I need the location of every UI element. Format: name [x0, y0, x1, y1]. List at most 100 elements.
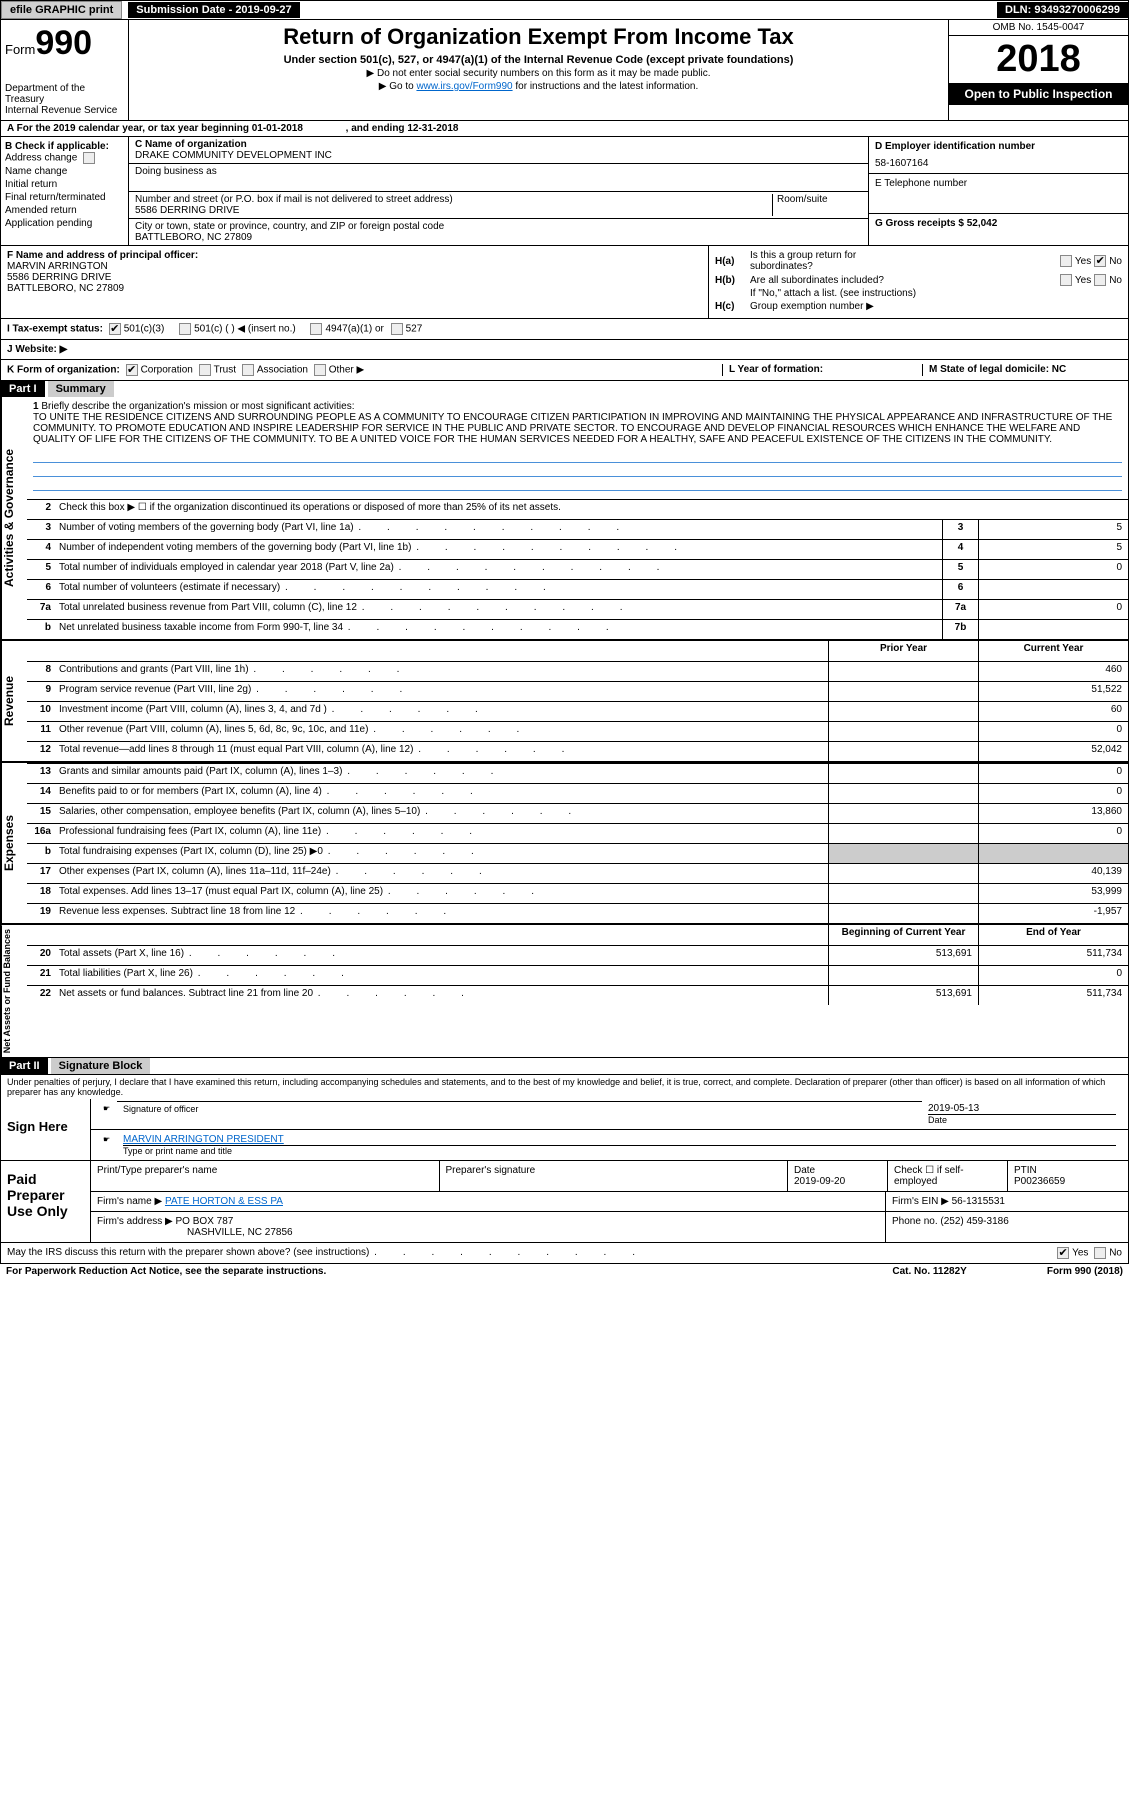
- chk-other[interactable]: [314, 364, 326, 376]
- q1-text: Briefly describe the organization's miss…: [41, 401, 354, 412]
- hb-no-label: No: [1109, 275, 1122, 286]
- table-row: bNet unrelated business taxable income f…: [27, 619, 1128, 639]
- q2-num: 2: [27, 500, 55, 519]
- omb-number: OMB No. 1545-0047: [949, 20, 1128, 36]
- table-row: 3Number of voting members of the governi…: [27, 519, 1128, 539]
- year-formation-label: L Year of formation:: [729, 364, 823, 375]
- footer-row: For Paperwork Reduction Act Notice, see …: [0, 1264, 1129, 1279]
- q1-num: 1: [33, 401, 39, 412]
- efile-print-button[interactable]: efile GRAPHIC print: [1, 1, 122, 19]
- col-d-e-g: D Employer identification number 58-1607…: [868, 137, 1128, 245]
- col-begin-year: Beginning of Current Year: [828, 925, 978, 945]
- ha-no-label: No: [1109, 256, 1122, 267]
- discuss-yes: Yes: [1072, 1248, 1088, 1259]
- street-label: Number and street (or P.O. box if mail i…: [135, 194, 772, 205]
- chk-527[interactable]: [391, 323, 403, 335]
- mission-line-1: [33, 449, 1122, 463]
- chk-4947[interactable]: [310, 323, 322, 335]
- table-row: 11Other revenue (Part VIII, column (A), …: [27, 721, 1128, 741]
- street-value: 5586 DERRING DRIVE: [135, 205, 772, 216]
- ptin-label: PTIN: [1014, 1165, 1122, 1176]
- chk-association[interactable]: [242, 364, 254, 376]
- form-version: Form 990 (2018): [1047, 1266, 1123, 1277]
- ha-yes-checkbox[interactable]: [1060, 255, 1072, 267]
- table-row: 17Other expenses (Part IX, column (A), l…: [27, 863, 1128, 883]
- room-label: Room/suite: [777, 194, 862, 205]
- trust-label: Trust: [214, 365, 236, 376]
- firm-phone: Phone no. (252) 459-3186: [886, 1212, 1128, 1242]
- chk-address-change[interactable]: Address change: [5, 152, 124, 164]
- table-row: 22Net assets or fund balances. Subtract …: [27, 985, 1128, 1005]
- side-net-assets: Net Assets or Fund Balances: [1, 925, 27, 1057]
- discuss-row: May the IRS discuss this return with the…: [0, 1243, 1129, 1264]
- table-row: 13Grants and similar amounts paid (Part …: [27, 763, 1128, 783]
- hb-yes-checkbox[interactable]: [1060, 274, 1072, 286]
- table-row: 20Total assets (Part X, line 16)513,6915…: [27, 945, 1128, 965]
- side-governance: Activities & Governance: [1, 397, 27, 639]
- firm-name[interactable]: PATE HORTON & ESS PA: [165, 1196, 283, 1207]
- table-row: 10Investment income (Part VIII, column (…: [27, 701, 1128, 721]
- sig-officer-label: Signature of officer: [123, 1104, 198, 1114]
- mission-line-2: [33, 463, 1122, 477]
- chk-app-pending[interactable]: Application pending: [5, 218, 124, 229]
- firm-addr1: PO BOX 787: [176, 1216, 234, 1227]
- submission-date-label: Submission Date - 2019-09-27: [128, 2, 299, 18]
- city-value: BATTLEBORO, NC 27809: [135, 232, 862, 243]
- chk-name-change[interactable]: Name change: [5, 166, 124, 177]
- ein-label: D Employer identification number: [875, 141, 1122, 152]
- subtitle: Under section 501(c), 527, or 4947(a)(1)…: [137, 54, 940, 66]
- officer-name: MARVIN ARRINGTON: [7, 261, 702, 272]
- ein-value: 58-1607164: [875, 158, 1122, 169]
- table-row: 14Benefits paid to or for members (Part …: [27, 783, 1128, 803]
- chk-final-return[interactable]: Final return/terminated: [5, 192, 124, 203]
- table-row: 16aProfessional fundraising fees (Part I…: [27, 823, 1128, 843]
- hb-label: H(b): [715, 275, 750, 286]
- part-2-signature: Part II Signature Block: [0, 1058, 1129, 1075]
- instruction-1: ▶ Do not enter social security numbers o…: [137, 68, 940, 79]
- h-group-return: H(a) Is this a group return forsubordina…: [708, 246, 1128, 318]
- col-b-checkboxes: B Check if applicable: Address change Na…: [1, 137, 129, 245]
- website-label: J Website: ▶: [1, 340, 73, 359]
- discuss-yes-checkbox[interactable]: [1057, 1247, 1069, 1259]
- prep-name-label: Print/Type preparer's name: [91, 1161, 440, 1191]
- hb-no-checkbox[interactable]: [1094, 274, 1106, 286]
- officer-addr2: BATTLEBORO, NC 27809: [7, 283, 702, 294]
- form990-link[interactable]: www.irs.gov/Form990: [416, 81, 512, 92]
- section-b-c-d: B Check if applicable: Address change Na…: [0, 137, 1129, 246]
- gross-receipts: G Gross receipts $ 52,042: [875, 218, 1122, 229]
- hb-yes-label: Yes: [1075, 275, 1091, 286]
- ha-label: H(a): [715, 256, 750, 267]
- table-row: bTotal fundraising expenses (Part IX, co…: [27, 843, 1128, 863]
- chk-corporation[interactable]: [126, 364, 138, 376]
- firm-ein: 56-1315531: [952, 1196, 1005, 1207]
- discuss-no-checkbox[interactable]: [1094, 1247, 1106, 1259]
- firm-name-label: Firm's name ▶: [97, 1196, 162, 1207]
- cat-no: Cat. No. 11282Y: [892, 1266, 966, 1277]
- table-row: 15Salaries, other compensation, employee…: [27, 803, 1128, 823]
- part2-title: Signature Block: [51, 1058, 151, 1074]
- open-to-public: Open to Public Inspection: [949, 83, 1128, 105]
- form-org-label: K Form of organization:: [7, 365, 120, 376]
- firm-addr-label: Firm's address ▶: [97, 1216, 173, 1227]
- part2-header: Part II: [1, 1058, 48, 1074]
- row-j-website: J Website: ▶: [0, 340, 1129, 360]
- hc-label: H(c): [715, 301, 750, 312]
- org-name-label: C Name of organization: [135, 139, 862, 150]
- chk-amended-return[interactable]: Amended return: [5, 205, 124, 216]
- chk-501c[interactable]: [179, 323, 191, 335]
- row-i-tax-status: I Tax-exempt status: 501(c)(3) 501(c) ( …: [0, 319, 1129, 340]
- instruction-2: ▶ Go to www.irs.gov/Form990 for instruct…: [137, 81, 940, 92]
- perjury-declaration: Under penalties of perjury, I declare th…: [1, 1075, 1128, 1099]
- addr-change-label: Address change: [5, 153, 77, 164]
- col-c-org-info: C Name of organization DRAKE COMMUNITY D…: [129, 137, 868, 245]
- ha-no-checkbox[interactable]: [1094, 255, 1106, 267]
- row-a-tax-year: A For the 2019 calendar year, or tax yea…: [0, 121, 1129, 137]
- chk-501c3[interactable]: [109, 323, 121, 335]
- form-word: Form: [5, 42, 35, 57]
- self-employed-check[interactable]: Check ☐ if self-employed: [888, 1161, 1008, 1191]
- prep-date-label: Date: [794, 1165, 881, 1176]
- chk-trust[interactable]: [199, 364, 211, 376]
- chk-initial-return[interactable]: Initial return: [5, 179, 124, 190]
- irs-label: Internal Revenue Service: [5, 105, 124, 116]
- city-label: City or town, state or province, country…: [135, 221, 862, 232]
